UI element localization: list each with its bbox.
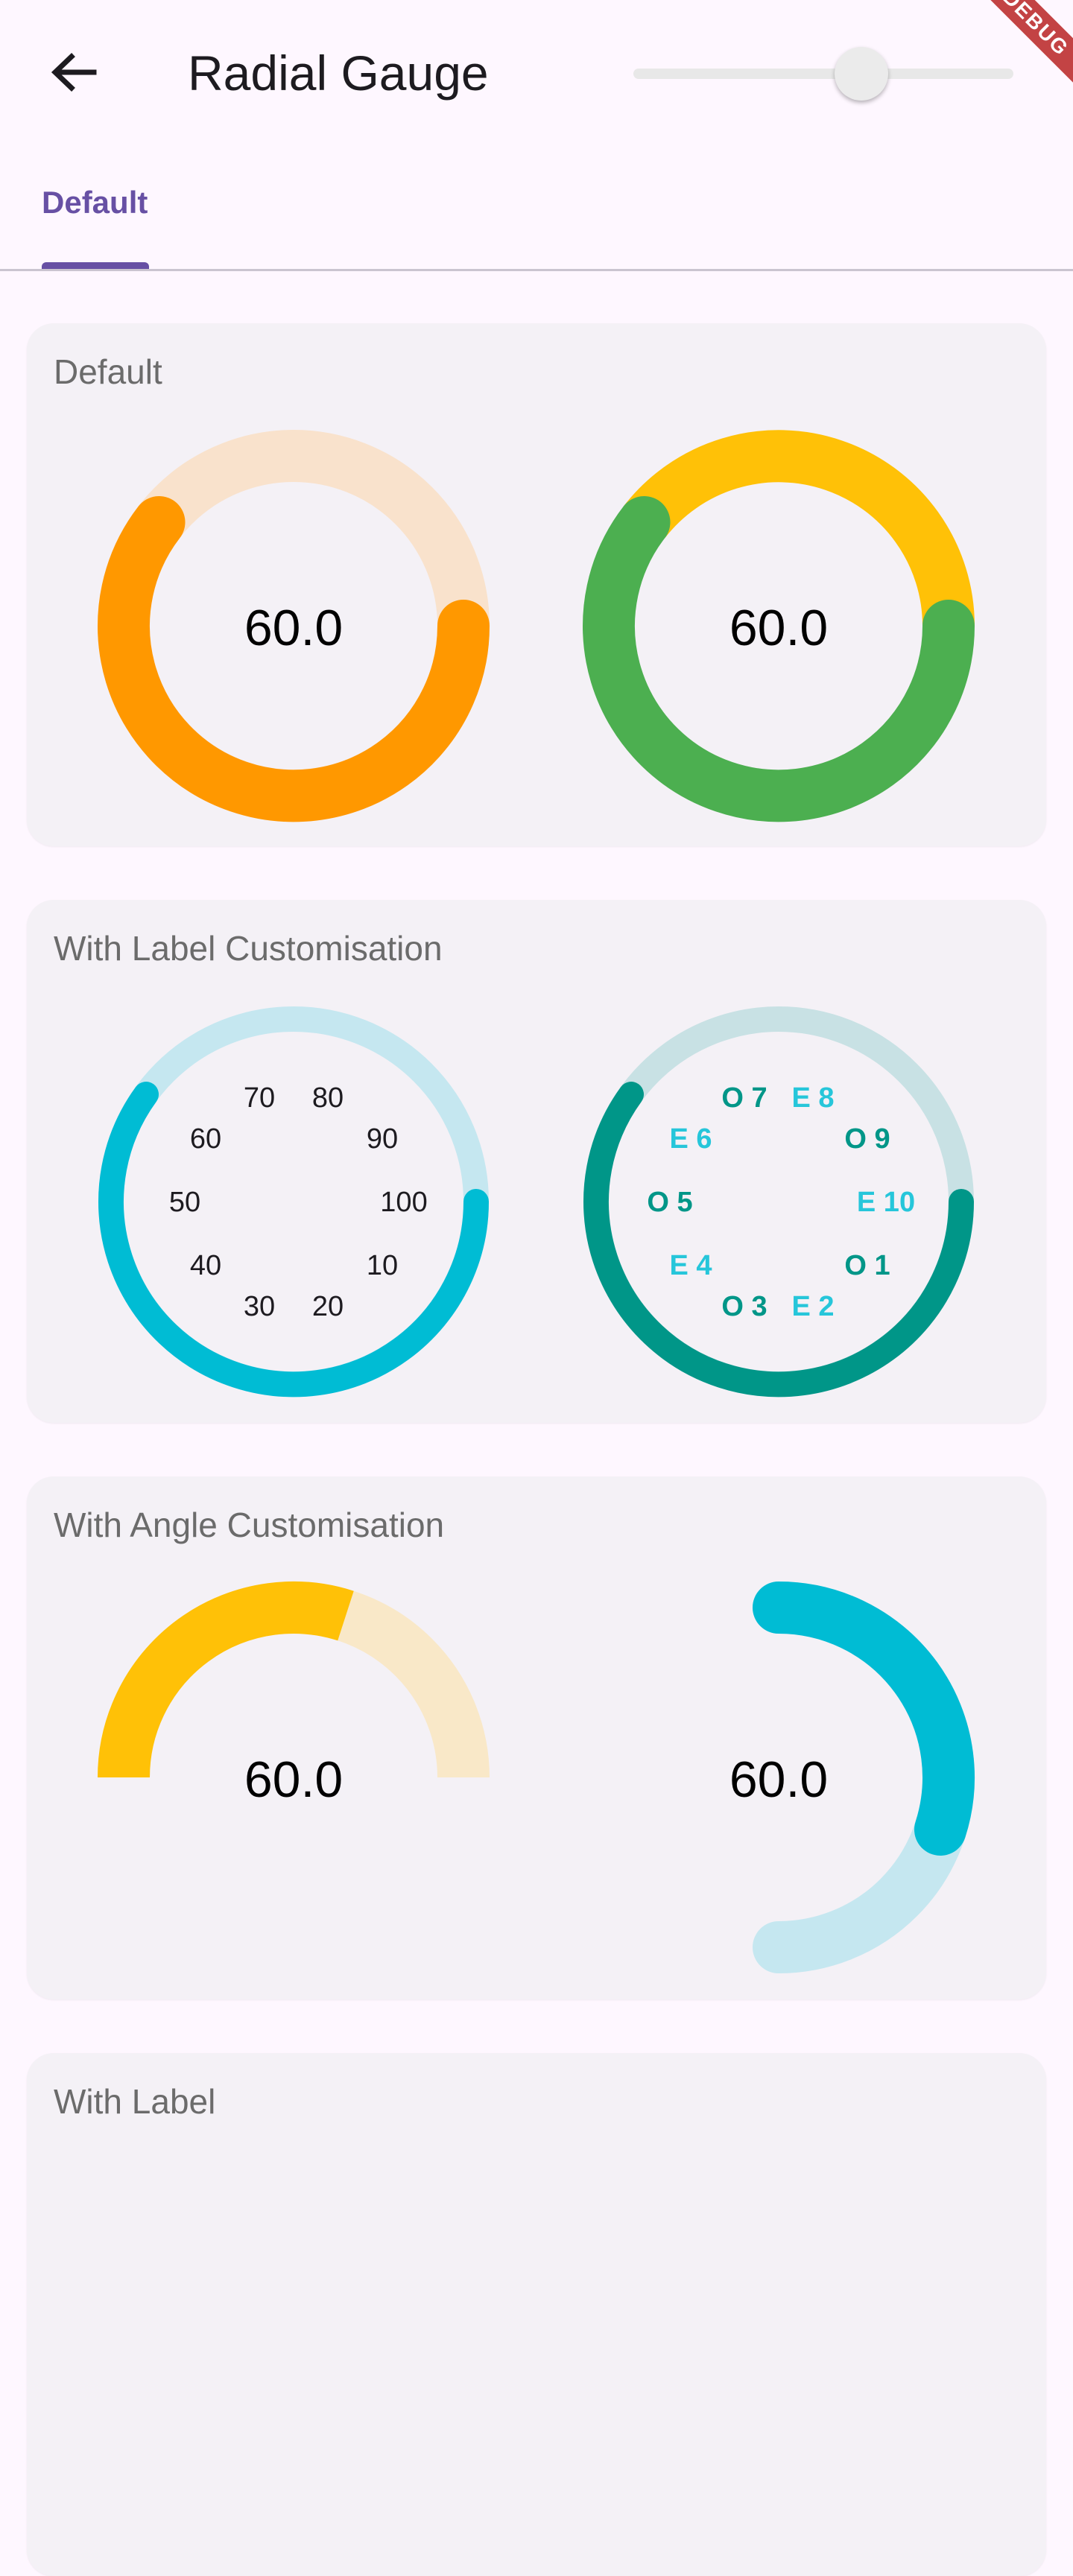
gauge-labels-numeric: 10 20 30 40 50 60 70 80 90 100 bbox=[169, 1082, 428, 1322]
value-slider[interactable] bbox=[633, 45, 1013, 101]
slider-thumb[interactable] bbox=[835, 47, 888, 101]
card-angle-customisation: With Angle Customisation 60.0 60.0 bbox=[27, 1476, 1046, 1999]
app-bar: Radial Gauge DEBUG bbox=[0, 0, 1073, 146]
default-gauges: 60.0 60.0 bbox=[98, 430, 975, 822]
tab-divider bbox=[0, 269, 1073, 271]
gauge-amber-semicircle: 60.0 bbox=[98, 1582, 490, 1808]
axis-label: 100 bbox=[380, 1187, 427, 1218]
axis-label: O 5 bbox=[647, 1187, 692, 1218]
label-gauges: 10 20 30 40 50 60 70 80 90 100 O 1 E 2 O… bbox=[98, 1006, 974, 1398]
gauge-green: 60.0 bbox=[583, 430, 975, 822]
gauge-labels-custom: O 1 E 2 O 3 E 4 O 5 E 6 O 7 E 8 O 9 E 10 bbox=[647, 1082, 915, 1322]
tab-indicator bbox=[42, 262, 149, 270]
gauge-range bbox=[98, 1582, 354, 1778]
slider-track[interactable] bbox=[633, 69, 1013, 79]
axis-label: E 8 bbox=[791, 1082, 834, 1114]
angle-gauges: 60.0 60.0 bbox=[98, 1582, 975, 1973]
gauge-orange: 60.0 bbox=[98, 430, 490, 822]
gauge-range bbox=[98, 1082, 489, 1398]
card-label-customisation: With Label Customisation 10 20 30 40 50 … bbox=[27, 900, 1046, 1423]
axis-label: 50 bbox=[169, 1187, 200, 1218]
page-title: Radial Gauge bbox=[188, 45, 489, 101]
axis-label: O 3 bbox=[721, 1291, 767, 1322]
axis-label: 20 bbox=[312, 1291, 344, 1322]
gauge-track bbox=[623, 430, 975, 626]
gauge-cyan-arc: 60.0 bbox=[729, 1582, 975, 1973]
back-button[interactable] bbox=[37, 39, 109, 110]
axis-label: E 2 bbox=[791, 1291, 834, 1322]
gauge-value: 60.0 bbox=[244, 600, 343, 656]
axis-label: O 7 bbox=[721, 1082, 767, 1114]
tab-bar: Default bbox=[0, 146, 1073, 271]
gauge-value: 60.0 bbox=[729, 600, 828, 656]
axis-label: 30 bbox=[244, 1291, 275, 1322]
card-title: With Angle Customisation bbox=[54, 1506, 445, 1544]
tab-default[interactable]: Default bbox=[42, 185, 148, 220]
axis-label: E 10 bbox=[857, 1187, 915, 1218]
axis-label: E 6 bbox=[669, 1123, 712, 1155]
axis-label: E 4 bbox=[669, 1250, 712, 1281]
axis-label: O 9 bbox=[844, 1123, 890, 1155]
axis-label: 40 bbox=[190, 1250, 221, 1281]
card-title: With Label Customisation bbox=[54, 929, 443, 968]
card-title: With Label bbox=[54, 2082, 216, 2121]
card-title: Default bbox=[54, 352, 162, 391]
axis-label: 70 bbox=[244, 1082, 275, 1114]
gauge-range bbox=[98, 496, 490, 822]
axis-label: 80 bbox=[312, 1082, 344, 1114]
card-with-label: With Label bbox=[27, 2053, 1046, 2576]
axis-label: 10 bbox=[367, 1250, 398, 1281]
arrow-back-icon bbox=[51, 53, 97, 92]
gauge-range bbox=[583, 1082, 974, 1398]
gauge-range bbox=[583, 496, 975, 822]
axis-label: 90 bbox=[367, 1123, 398, 1155]
gauge-range bbox=[753, 1582, 975, 1856]
gauge-teal: O 1 E 2 O 3 E 4 O 5 E 6 O 7 E 8 O 9 E 10 bbox=[583, 1006, 974, 1398]
gauge-cyan: 10 20 30 40 50 60 70 80 90 100 bbox=[98, 1006, 489, 1398]
card-default: Default 60.0 60.0 bbox=[27, 323, 1046, 846]
axis-label: 60 bbox=[190, 1123, 221, 1155]
gauge-value: 60.0 bbox=[729, 1751, 828, 1808]
axis-label: O 1 bbox=[844, 1250, 890, 1281]
gauge-value: 60.0 bbox=[244, 1751, 343, 1808]
